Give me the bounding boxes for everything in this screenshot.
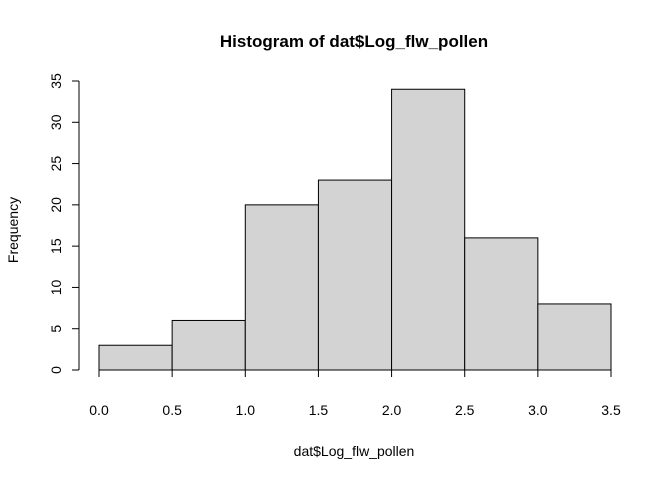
y-axis: 0 5 10 15 20 25 30 35 [48, 73, 80, 374]
x-tick-label-7: 3.5 [601, 402, 621, 418]
histogram-bar-3 [317, 179, 393, 371]
y-tick-label-6: 30 [48, 114, 64, 130]
x-tick-label-3: 1.5 [309, 402, 329, 418]
x-tick-label-1: 0.5 [162, 402, 182, 418]
x-axis: 0.0 0.5 1.0 1.5 2.0 2.5 3.0 3.5 [89, 369, 621, 418]
y-tick-label-1: 5 [48, 325, 64, 333]
histogram-bar-6 [537, 303, 612, 371]
chart-title: Histogram of dat$Log_flw_pollen [220, 32, 488, 51]
histogram-bar-5 [464, 237, 539, 371]
y-axis-label: Frequency [5, 197, 21, 263]
histogram-bar-2 [244, 204, 319, 371]
y-tick-label-3: 15 [48, 238, 64, 254]
bars-group [98, 88, 612, 371]
x-tick-label-5: 2.5 [455, 402, 475, 418]
histogram-bar-1 [171, 319, 246, 371]
x-tick-label-2: 1.0 [236, 402, 256, 418]
x-tick-label-4: 2.0 [382, 402, 402, 418]
y-tick-label-4: 20 [48, 197, 64, 213]
y-tick-label-5: 25 [48, 156, 64, 172]
y-tick-label-7: 35 [48, 73, 64, 89]
histogram-bar-0 [98, 344, 173, 371]
y-tick-label-0: 0 [48, 366, 64, 374]
x-tick-label-6: 3.0 [528, 402, 548, 418]
x-tick-label-0: 0.0 [89, 402, 109, 418]
y-tick-label-2: 10 [48, 279, 64, 295]
histogram-bar-4 [391, 88, 466, 371]
x-axis-label: dat$Log_flw_pollen [294, 443, 415, 459]
